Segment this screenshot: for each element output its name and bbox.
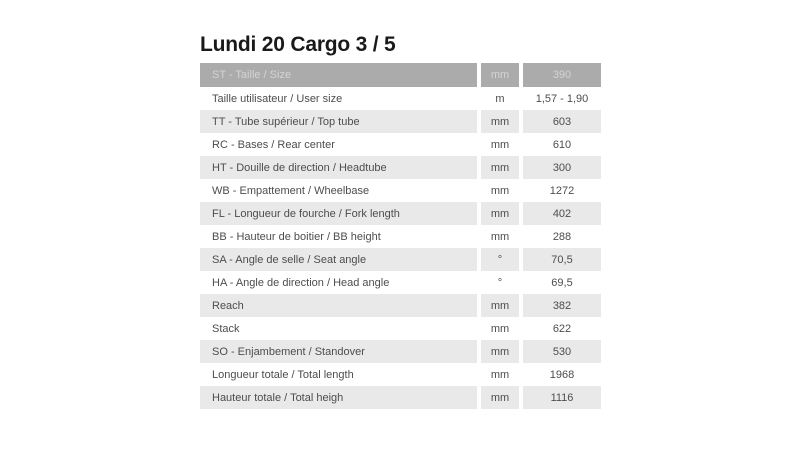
row-label: SO - Enjambement / Standover xyxy=(200,340,477,363)
row-value: 69,5 xyxy=(551,276,573,289)
row-label: SA - Angle de selle / Seat angle xyxy=(200,248,477,271)
row-unit: m xyxy=(495,92,505,105)
row-label: Longueur totale / Total length xyxy=(212,368,354,381)
row-label: BB - Hauteur de boitier / BB height xyxy=(212,230,381,243)
row-unit: ° xyxy=(481,248,519,271)
row-value: 622 xyxy=(552,322,572,335)
row-label: FL - Longueur de fourche / Fork length xyxy=(200,202,477,225)
row-unit: mm xyxy=(481,340,519,363)
row-value: 1116 xyxy=(523,386,601,409)
row-value: 1,57 - 1,90 xyxy=(535,92,589,105)
header-size-value: 390 xyxy=(523,63,601,87)
row-unit: mm xyxy=(490,368,510,381)
header-size-label: ST - Taille / Size xyxy=(200,63,477,87)
row-unit: mm xyxy=(490,322,510,335)
row-unit: ° xyxy=(497,276,503,289)
row-label: Taille utilisateur / User size xyxy=(212,92,343,105)
row-unit: mm xyxy=(490,138,510,151)
row-unit: mm xyxy=(490,184,510,197)
row-label: WB - Empattement / Wheelbase xyxy=(212,184,370,197)
row-value: 1968 xyxy=(549,368,575,381)
table-row: HT - Douille de direction / Headtube mm … xyxy=(200,156,601,179)
row-value: 530 xyxy=(523,340,601,363)
row-unit: mm xyxy=(481,202,519,225)
header-unit-label: mm xyxy=(481,63,519,87)
table-row: FL - Longueur de fourche / Fork length m… xyxy=(200,202,601,225)
row-unit: mm xyxy=(490,230,510,243)
row-label: HT - Douille de direction / Headtube xyxy=(200,156,477,179)
row-value: 610 xyxy=(552,138,572,151)
table-row: TT - Tube supérieur / Top tube mm 603 xyxy=(200,110,601,133)
table-body: Taille utilisateur / User size m 1,57 - … xyxy=(200,87,601,409)
row-label: TT - Tube supérieur / Top tube xyxy=(200,110,477,133)
row-value: 382 xyxy=(523,294,601,317)
table-row: BB - Hauteur de boitier / BB height mm 2… xyxy=(200,225,601,248)
table-row: Reach mm 382 xyxy=(200,294,601,317)
row-value: 402 xyxy=(523,202,601,225)
row-unit: mm xyxy=(481,110,519,133)
row-value: 1272 xyxy=(549,184,575,197)
row-value: 300 xyxy=(523,156,601,179)
table-row: HA - Angle de direction / Head angle ° 6… xyxy=(200,271,601,294)
row-value: 70,5 xyxy=(523,248,601,271)
table-row: RC - Bases / Rear center mm 610 xyxy=(200,133,601,156)
geometry-spec-table: ST - Taille / Size mm 390 Taille utilisa… xyxy=(200,63,601,409)
row-value: 603 xyxy=(523,110,601,133)
row-label: RC - Bases / Rear center xyxy=(212,138,335,151)
row-label: Stack xyxy=(212,322,240,335)
table-header-row: ST - Taille / Size mm 390 xyxy=(200,63,601,87)
table-row: SA - Angle de selle / Seat angle ° 70,5 xyxy=(200,248,601,271)
row-label: Hauteur totale / Total heigh xyxy=(200,386,477,409)
table-row: Stack mm 622 xyxy=(200,317,601,340)
table-row: Hauteur totale / Total heigh mm 1116 xyxy=(200,386,601,409)
table-row: WB - Empattement / Wheelbase mm 1272 xyxy=(200,179,601,202)
row-unit: mm xyxy=(481,294,519,317)
row-label: Reach xyxy=(200,294,477,317)
row-unit: mm xyxy=(481,156,519,179)
row-label: HA - Angle de direction / Head angle xyxy=(212,276,390,289)
table-row: Longueur totale / Total length mm 1968 xyxy=(200,363,601,386)
table-row: Taille utilisateur / User size m 1,57 - … xyxy=(200,87,601,110)
page-title: Lundi 20 Cargo 3 / 5 xyxy=(200,33,396,56)
row-value: 288 xyxy=(552,230,572,243)
table-row: SO - Enjambement / Standover mm 530 xyxy=(200,340,601,363)
row-unit: mm xyxy=(481,386,519,409)
